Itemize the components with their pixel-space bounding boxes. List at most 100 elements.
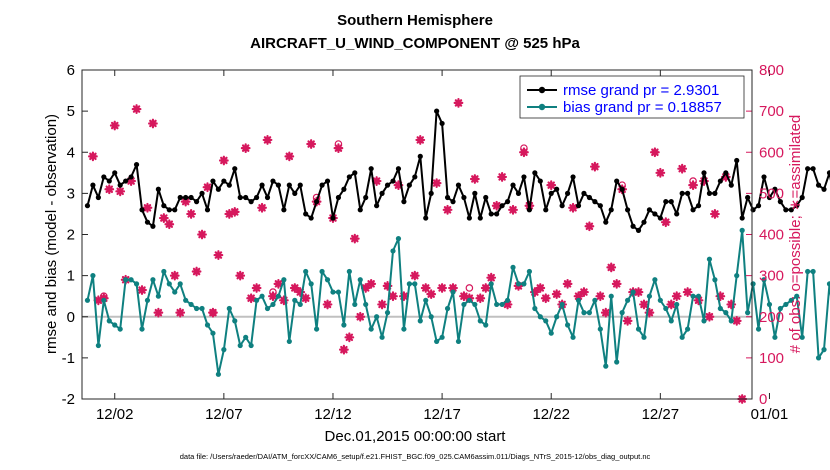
bias-point: [488, 281, 494, 287]
y-tick-label: 4: [67, 144, 75, 161]
bias-point: [128, 277, 134, 283]
rmse-point: [188, 194, 194, 201]
bias-point: [363, 301, 369, 308]
rmse-point: [799, 194, 805, 201]
bias-point: [259, 293, 265, 299]
bias-point: [739, 227, 745, 233]
obs-assimilated-point: [497, 172, 508, 182]
obs-assimilated-point: [344, 332, 355, 343]
x-axis-label: Dec.01,2015 00:00:00 start: [325, 428, 507, 445]
bias-point: [788, 297, 794, 303]
rmse-point: [133, 161, 140, 168]
bias-point: [417, 318, 423, 324]
obs-assimilated-point: [382, 281, 393, 291]
obs-assimilated-point: [289, 283, 300, 293]
rmse-point: [335, 194, 342, 201]
obs-assimilated-point: [153, 307, 164, 318]
rmse-point: [794, 203, 800, 209]
y-tick-label: 5: [67, 103, 75, 120]
rmse-point: [674, 211, 680, 217]
bias-point: [319, 268, 325, 275]
legend-box: [519, 75, 745, 119]
rmse-point: [592, 199, 598, 205]
rmse-point: [123, 178, 129, 184]
rmse-point: [772, 186, 778, 192]
plot-frame: [81, 69, 753, 400]
obs-assimilated-point: [606, 262, 617, 273]
obs-assimilated-point: [639, 299, 649, 310]
bias-point: [597, 326, 603, 332]
bias-point: [537, 314, 543, 320]
rmse-point: [161, 203, 167, 209]
rmse-point: [384, 182, 391, 188]
rmse-point: [663, 199, 669, 205]
rmse-point: [112, 170, 118, 176]
bias-point: [614, 359, 620, 365]
rmse-point: [341, 186, 347, 192]
bias-point: [603, 363, 609, 369]
obs-assimilated-point: [611, 278, 622, 289]
obs-assimilated-point: [137, 285, 147, 295]
bias-point: [423, 297, 429, 303]
rmse-point: [428, 190, 434, 196]
rmse-point: [221, 178, 227, 184]
obs-assimilated-point: [448, 283, 458, 293]
rmse-point: [226, 182, 232, 188]
obs-assimilated-point: [224, 209, 235, 219]
rmse-point: [417, 153, 423, 159]
y-tick-label: 0: [67, 309, 75, 326]
obs-assimilated-point: [502, 299, 513, 310]
legend: rmse grand pr = 2.9301 bias grand pr = 0…: [519, 75, 745, 119]
bias-point: [133, 281, 140, 287]
rmse-point: [215, 186, 222, 192]
obs-assimilated-point: [197, 229, 207, 240]
bias-point: [253, 297, 260, 303]
rmse-point: [193, 199, 200, 205]
bias-point: [543, 318, 549, 324]
obs-assimilated-point: [540, 293, 551, 304]
obs-assimilated-point: [268, 291, 278, 302]
obs-assimilated-point: [731, 315, 742, 326]
bias-point: [123, 277, 129, 283]
bias-point: [706, 256, 713, 262]
bias-point: [630, 289, 636, 295]
bias-point: [794, 293, 800, 299]
obs-assimilated-point: [486, 272, 497, 283]
bias-point: [183, 297, 189, 303]
rmse-point: [706, 190, 713, 196]
obs-assimilated-point: [644, 307, 655, 318]
bias-point: [406, 281, 412, 287]
y2-tick-label: 500: [759, 185, 784, 202]
obs-assimilated-point: [115, 186, 126, 197]
rmse-point: [515, 190, 522, 196]
rmse-point: [406, 182, 412, 188]
bias-point: [95, 342, 101, 349]
bias-point: [690, 293, 696, 299]
rmse-point: [434, 108, 440, 114]
rmse-point: [745, 194, 751, 201]
obs-assimilated-point: [579, 287, 589, 297]
obs-assimilated-point: [333, 143, 344, 154]
rmse-point: [177, 194, 183, 201]
obs-assimilated-point: [409, 270, 420, 281]
bias-point: [646, 293, 653, 299]
rmse-point: [128, 174, 134, 180]
bias-point: [564, 322, 571, 328]
y-tick-label: 6: [67, 62, 75, 79]
bias-point: [341, 322, 347, 328]
y2-tick-label: 100: [759, 350, 784, 367]
rmse-point: [657, 215, 663, 221]
obs-assimilated-point: [726, 299, 737, 310]
bias-point: [232, 318, 238, 324]
y2-tick-label: 400: [759, 227, 784, 244]
bias-point: [663, 305, 669, 312]
bias-point: [352, 301, 358, 308]
obs-assimilated-point: [257, 202, 267, 213]
obs-assimilated-point: [278, 295, 289, 306]
rmse-point: [679, 190, 685, 196]
obs-assimilated-point: [93, 295, 104, 306]
bias-point: [150, 277, 156, 283]
rmse-point: [439, 120, 445, 127]
bias-point: [248, 342, 254, 349]
bias-point: [221, 347, 227, 353]
